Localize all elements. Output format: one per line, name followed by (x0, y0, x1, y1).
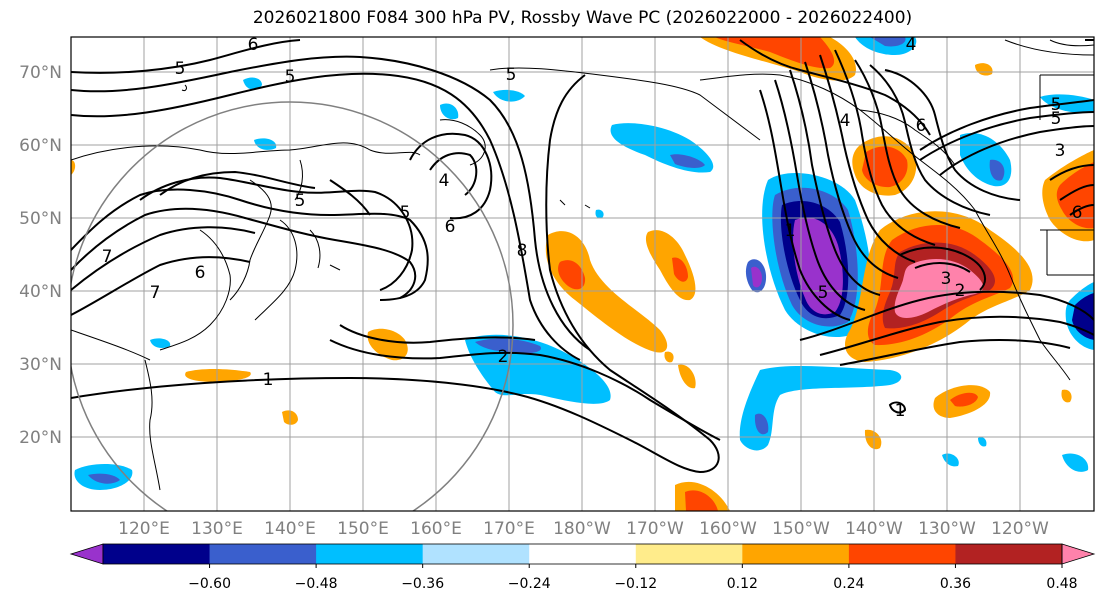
range-circle (71, 101, 514, 511)
colorbar-tick-label: 0.48 (1046, 576, 1077, 592)
contour-label: 1 (263, 370, 274, 390)
contour-label: 5 (506, 65, 517, 85)
lon-tick-label: 170°W (626, 519, 684, 539)
contour-label: 5 (400, 203, 411, 223)
lat-tick-label: 30°N (19, 355, 62, 375)
lon-tick-label: 170°E (483, 519, 535, 539)
contour-label: 4 (906, 35, 917, 55)
lon-tick-label: 180°W (553, 519, 611, 539)
colorbar-tick-label: −0.48 (295, 576, 338, 592)
lon-tick-label: 150°E (337, 519, 389, 539)
colorbar-tick-label: 0.24 (833, 576, 864, 592)
contour-label: 4 (840, 111, 851, 131)
contour-label: 5 (175, 59, 186, 79)
colorbar-tick-label: 0.12 (727, 576, 758, 592)
contour-label: 3 (941, 269, 952, 289)
contour-label: 6 (195, 263, 206, 283)
colorbar-tick-label: 0.36 (940, 576, 971, 592)
map-frame (70, 36, 1095, 512)
colorbar-segment (103, 544, 211, 564)
colorbar-segment (635, 544, 743, 564)
contour-label: 6 (445, 217, 456, 237)
lat-tick-label: 50°N (19, 209, 62, 229)
colorbar-extend-high (1061, 543, 1096, 565)
contour-label: 5 (1051, 95, 1062, 115)
lat-tick-label: 70°N (19, 63, 62, 83)
colorbar-tick-label: −0.36 (401, 576, 444, 592)
colorbar-segment (848, 544, 956, 564)
colorbar-segment (422, 544, 530, 564)
lat-tick-label: 60°N (19, 136, 62, 156)
contour-label: 1 (895, 401, 906, 421)
contour-label: 5 (295, 191, 306, 211)
lat-tick-label: 40°N (19, 282, 62, 302)
contour-label: 7 (102, 247, 113, 267)
lon-tick-label: 140°W (845, 519, 903, 539)
contour-label: 3 (1055, 141, 1066, 161)
colorbar-tick-label: −0.24 (508, 576, 551, 592)
contour-label: 8 (517, 241, 528, 261)
latitude-axis: 70°N 60°N 50°N 40°N 30°N 20°N (19, 63, 62, 448)
contour-label: 7 (150, 283, 161, 303)
lon-tick-label: 120°W (991, 519, 1049, 539)
contour-label: 6 (248, 35, 259, 55)
pv-contours (71, 39, 1094, 474)
contour-label: 2 (955, 281, 966, 301)
contour-label: 5 (285, 67, 296, 87)
colorbar-segment (529, 544, 637, 564)
longitude-axis: 120°E 130°E 140°E 150°E 160°E 170°E 180°W 170°W… (118, 519, 1049, 539)
colorbar-segment (955, 544, 1063, 564)
colorbar-tick-label: −0.60 (188, 576, 231, 592)
contour-label: 5 (1051, 109, 1062, 129)
contour-label: 6 (1072, 203, 1083, 223)
lon-tick-label: 150°W (772, 519, 830, 539)
colorbar-segment (316, 544, 424, 564)
lon-tick-label: 130°E (191, 519, 243, 539)
colorbar-tick-label: −0.12 (614, 576, 657, 592)
map-title: 2026021800 F084 300 hPa PV, Rossby Wave … (252, 8, 913, 28)
colorbar-segment (209, 544, 317, 564)
colorbar-extend-low (69, 543, 104, 565)
lon-tick-label: 160°W (699, 519, 757, 539)
contour-label: 2 (498, 347, 509, 367)
contour-label: 4 (439, 171, 450, 191)
colorbar-outline (102, 543, 1063, 565)
lon-tick-label: 130°W (918, 519, 976, 539)
coastlines (71, 39, 1094, 491)
lon-tick-label: 140°E (264, 519, 316, 539)
contour-label: 6 (916, 116, 927, 136)
lon-tick-label: 120°E (118, 519, 170, 539)
colorbar-segment (742, 544, 850, 564)
colorbar: −0.60 −0.48 −0.36 −0.24 −0.12 0.12 0.24 0.36 0.4… (69, 543, 1096, 592)
contour-label: 5 (818, 283, 829, 303)
contour-label: 1 (785, 221, 796, 241)
lat-tick-label: 20°N (19, 428, 62, 448)
lon-tick-label: 160°E (410, 519, 462, 539)
